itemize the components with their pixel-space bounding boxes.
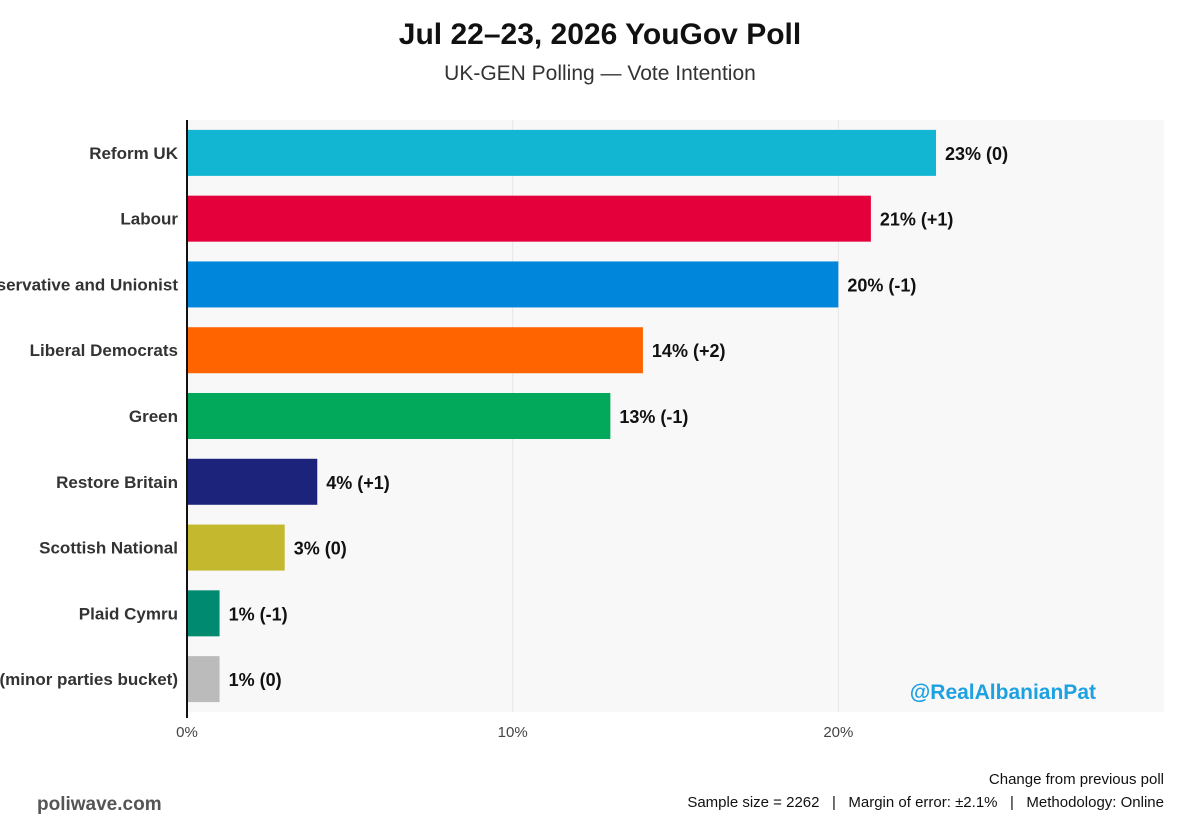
category-label: Plaid Cymru bbox=[79, 604, 178, 623]
category-label: Restore Britain bbox=[56, 473, 178, 492]
x-tick-label: 10% bbox=[498, 724, 528, 741]
category-label: Conservative and Unionist bbox=[0, 275, 178, 294]
data-label: 4% (+1) bbox=[326, 473, 390, 493]
category-label: Scottish National bbox=[39, 539, 178, 558]
bar bbox=[187, 261, 839, 308]
x-tick-label: 20% bbox=[823, 724, 853, 741]
data-label: 13% (-1) bbox=[619, 407, 688, 427]
chart-title: Jul 22–23, 2026 YouGov Poll bbox=[398, 18, 802, 51]
bar bbox=[187, 590, 220, 637]
bar bbox=[187, 656, 220, 703]
bar bbox=[187, 129, 937, 176]
data-label: 23% (0) bbox=[945, 144, 1008, 164]
category-label: Labour bbox=[120, 210, 178, 229]
data-label: 21% (+1) bbox=[880, 210, 954, 230]
data-label: 3% (0) bbox=[294, 539, 347, 559]
bar bbox=[187, 327, 643, 374]
data-label: 1% (-1) bbox=[229, 604, 288, 624]
category-label: Green bbox=[129, 407, 178, 426]
site-name: poliwave.com bbox=[37, 794, 162, 815]
bar bbox=[187, 458, 318, 505]
chart-subtitle: UK-GEN Polling — Vote Intention bbox=[444, 62, 756, 85]
data-label: 14% (+2) bbox=[652, 341, 726, 361]
bar bbox=[187, 195, 871, 242]
data-label: 20% (-1) bbox=[847, 275, 916, 295]
category-label: Others (minor parties bucket) bbox=[0, 670, 178, 689]
bar bbox=[187, 524, 285, 571]
data-label: 1% (0) bbox=[229, 670, 282, 690]
watermark: @RealAlbanianPat bbox=[910, 681, 1096, 704]
change-note: Change from previous poll bbox=[988, 771, 1164, 788]
category-label: Liberal Democrats bbox=[30, 341, 178, 360]
category-label: Reform UK bbox=[89, 144, 179, 163]
poll-notes: Change from previous poll Sample size = … bbox=[687, 768, 1164, 814]
x-tick-label: 0% bbox=[176, 724, 198, 741]
methodology-note: Sample size = 2262 | Margin of error: ±2… bbox=[687, 794, 1164, 811]
bar bbox=[187, 393, 611, 439]
